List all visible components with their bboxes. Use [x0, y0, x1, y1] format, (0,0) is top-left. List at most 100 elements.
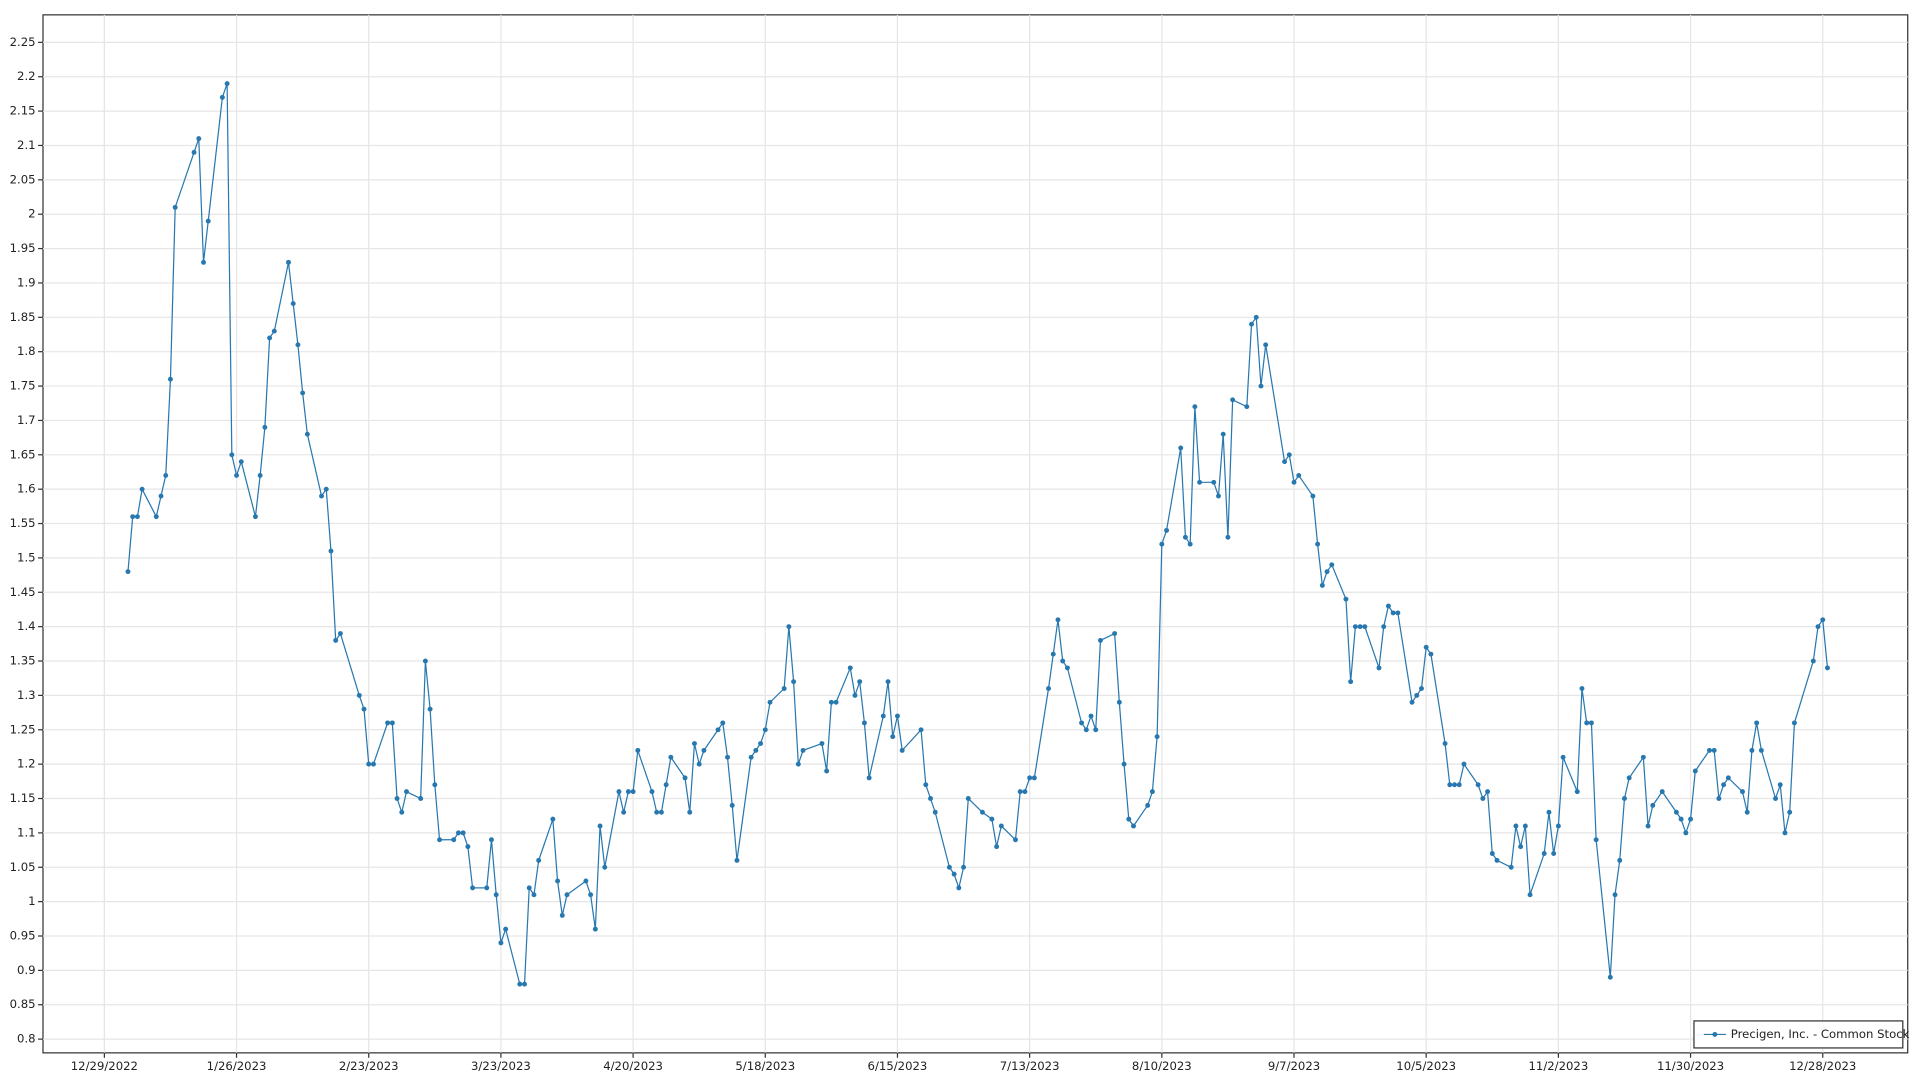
data-point: [1480, 796, 1486, 801]
data-point: [1716, 796, 1722, 801]
data-point: [493, 892, 499, 898]
data-point: [1291, 479, 1297, 485]
data-point: [1027, 775, 1033, 781]
data-point: [625, 789, 631, 795]
data-point: [1362, 624, 1368, 630]
data-point: [1546, 809, 1552, 815]
data-point: [1187, 541, 1193, 547]
data-point: [158, 493, 164, 499]
y-tick-label: 2.25: [10, 35, 36, 49]
data-point: [531, 892, 537, 898]
data-point: [323, 486, 329, 492]
data-point: [1159, 541, 1165, 547]
data-point: [366, 761, 372, 767]
legend-marker: [1712, 1031, 1718, 1037]
data-point: [1749, 747, 1755, 753]
data-point: [748, 754, 754, 760]
data-point: [271, 328, 277, 334]
data-point: [1626, 775, 1632, 781]
data-point: [1645, 823, 1651, 829]
data-point: [1414, 692, 1420, 698]
data-point: [201, 259, 206, 265]
data-point: [824, 768, 830, 774]
data-point: [134, 514, 140, 520]
data-point: [172, 204, 178, 210]
data-point: [1225, 534, 1231, 540]
data-point: [899, 747, 905, 753]
x-tick-label: 8/10/2023: [1132, 1059, 1192, 1073]
data-point: [989, 816, 995, 822]
data-point: [696, 761, 702, 767]
data-point: [1711, 747, 1717, 753]
y-tick-label: 1.1: [17, 825, 36, 839]
data-point: [1154, 734, 1160, 740]
data-point: [196, 136, 202, 142]
data-point: [1060, 658, 1066, 664]
data-point: [1282, 459, 1288, 465]
data-point: [130, 514, 136, 520]
data-point: [522, 981, 527, 987]
data-point: [205, 218, 211, 224]
data-point: [536, 857, 542, 863]
data-point: [588, 892, 594, 898]
data-point: [1541, 851, 1547, 856]
data-point: [1461, 761, 1467, 767]
y-tick-label: 1.6: [17, 482, 36, 496]
data-point: [1447, 782, 1453, 788]
data-point: [1706, 747, 1712, 753]
y-tick-label: 2.15: [10, 104, 36, 118]
data-point: [1131, 823, 1136, 829]
data-point: [1088, 713, 1094, 719]
x-tick-label: 2/23/2023: [339, 1059, 399, 1073]
data-point: [286, 259, 291, 265]
data-point: [219, 94, 225, 100]
data-point: [191, 149, 197, 155]
plot-frame: [42, 14, 1909, 1054]
data-point: [370, 761, 376, 767]
data-point: [1607, 974, 1613, 980]
data-point: [1249, 321, 1254, 327]
y-tick-label: 2: [28, 207, 35, 221]
data-point: [1253, 314, 1259, 320]
data-point: [928, 796, 933, 801]
data-point: [559, 912, 565, 918]
grid: 0.8 0.85 0.9 0.95 1 1.05 1.1 1.15 1.2 1.25 1.3 1.35…: [10, 14, 1908, 1073]
series-line: [127, 83, 1829, 985]
data-point: [1178, 445, 1184, 451]
data-point: [791, 679, 797, 685]
y-tick-label: 1.8: [17, 344, 36, 358]
data-point: [1593, 837, 1599, 843]
data-point: [663, 782, 669, 788]
data-point: [1754, 720, 1760, 726]
data-point: [125, 569, 131, 575]
data-point: [1329, 562, 1335, 568]
data-point: [489, 837, 494, 843]
data-point: [1522, 823, 1528, 829]
data-point: [1579, 686, 1585, 691]
data-point: [1093, 727, 1099, 733]
data-point: [998, 823, 1004, 829]
data-point: [1428, 651, 1434, 657]
y-tick-label: 1.55: [10, 516, 36, 530]
data-point: [1296, 472, 1302, 478]
x-tick-label: 6/15/2023: [868, 1059, 928, 1073]
data-point: [555, 878, 561, 884]
data-point: [1475, 782, 1481, 788]
data-point: [1442, 741, 1448, 746]
data-point: [1022, 789, 1028, 795]
data-point: [932, 809, 938, 815]
data-point: [923, 782, 929, 788]
data-point: [1381, 624, 1387, 630]
x-tick-label: 12/29/2022: [71, 1059, 138, 1073]
data-point: [658, 809, 664, 815]
data-point: [1810, 658, 1816, 664]
data-point: [616, 789, 622, 795]
data-point: [1013, 837, 1018, 843]
data-point: [795, 761, 801, 767]
data-point: [819, 741, 825, 746]
data-point: [1744, 809, 1750, 815]
data-point: [517, 981, 523, 987]
data-point: [1622, 796, 1627, 801]
data-point: [451, 837, 457, 843]
